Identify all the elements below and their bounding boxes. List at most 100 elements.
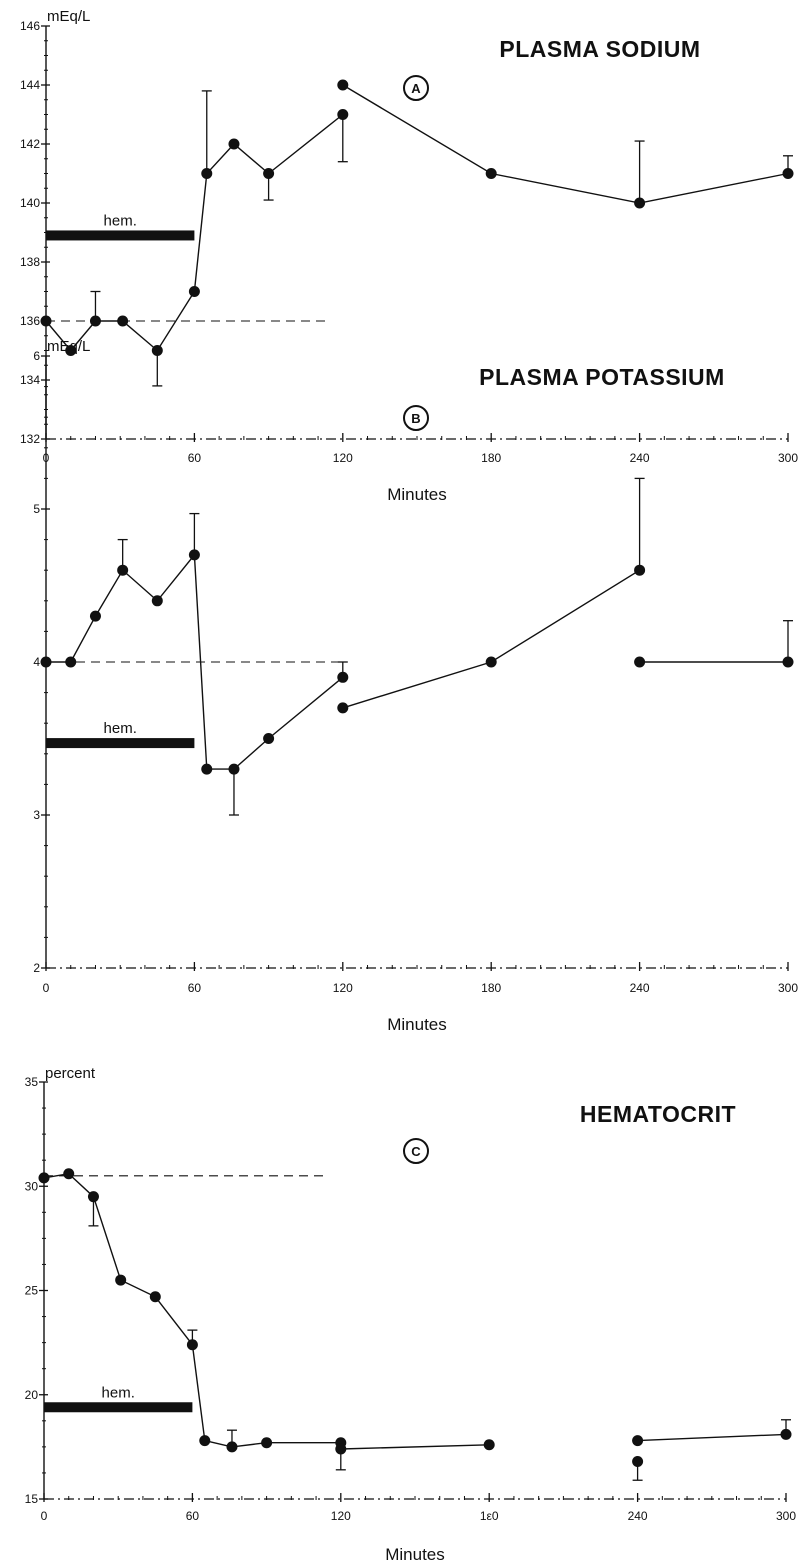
series-line-1 [46, 553, 344, 770]
data-point [117, 315, 129, 327]
data-point [186, 1339, 198, 1351]
x-tick-label: 240 [628, 1509, 648, 1523]
y-tick-label: 146 [20, 19, 40, 33]
data-point [782, 656, 794, 668]
data-point [115, 1274, 127, 1286]
data-point [89, 610, 101, 622]
x-tick-label: 60 [188, 451, 202, 465]
panel-marker-label: C [411, 1144, 421, 1159]
y-unit-label: mEq/L [47, 8, 90, 25]
x-tick-label: 60 [186, 1509, 200, 1523]
x-tick-label: 120 [333, 451, 353, 465]
data-point [485, 168, 497, 179]
data-point [40, 656, 52, 668]
series-line-3 [637, 1433, 787, 1442]
chart-panel-a: 132134136138140142144146060120180240300m… [20, 8, 798, 504]
x-tick-label: 120 [331, 1509, 351, 1523]
y-tick-label: 15 [25, 1492, 39, 1506]
panel-marker-label: A [411, 81, 421, 96]
y-tick-label: 142 [20, 137, 40, 151]
y-tick-label: 136 [20, 314, 40, 328]
x-tick-label: 1ε0 [480, 1509, 499, 1523]
x-tick-label: 300 [778, 451, 798, 465]
data-point [201, 168, 213, 179]
data-point [199, 1435, 211, 1447]
data-point [188, 549, 200, 561]
y-tick-label: 144 [20, 78, 40, 92]
y-tick-label: 4 [33, 655, 40, 669]
data-point [65, 345, 77, 356]
y-tick-label: 30 [25, 1179, 39, 1193]
data-point [632, 1455, 644, 1467]
data-point [228, 763, 240, 775]
data-point [263, 168, 275, 179]
x-tick-label: 120 [333, 981, 353, 995]
y-tick-label: 3 [33, 808, 40, 822]
data-point [117, 564, 129, 576]
data-point [335, 1443, 347, 1455]
data-point [87, 1191, 99, 1203]
series-line-1 [45, 113, 344, 352]
panel-marker-circle [403, 75, 429, 101]
data-point [188, 286, 200, 297]
x-tick-label: 180 [481, 981, 501, 995]
x-tick-label: 60 [188, 981, 202, 995]
data-point [634, 656, 646, 668]
data-point [337, 671, 349, 683]
panel-marker-label: B [411, 411, 420, 426]
y-tick-label: 132 [20, 432, 40, 446]
x-tick-label: 0 [43, 981, 50, 995]
y-tick-label: 20 [25, 1388, 39, 1402]
hem-label: hem. [102, 1384, 135, 1401]
data-point [151, 595, 163, 607]
y-tick-label: 134 [20, 373, 40, 387]
panel-marker-circle [403, 405, 429, 431]
x-tick-label: 240 [630, 981, 650, 995]
data-point [89, 315, 101, 327]
hem-bar [46, 738, 195, 749]
data-point [151, 345, 163, 356]
data-point [632, 1435, 644, 1447]
chart-title: PLASMA SODIUM [499, 36, 700, 62]
series-line-2 [340, 1444, 490, 1450]
x-axis-label: Minutes [387, 1015, 447, 1034]
data-point [337, 79, 349, 91]
data-point [149, 1291, 161, 1303]
x-tick-label: 180 [481, 451, 501, 465]
data-point [634, 564, 646, 576]
data-point [634, 197, 646, 209]
chart-panel-c: 15 20 25 30 35 0 60 120 1ε0 240 300 percent HEMATOCR… [25, 1065, 797, 1564]
data-point [40, 315, 52, 327]
hem-label: hem. [104, 212, 137, 229]
x-axis-label: Minutes [387, 485, 447, 504]
data-point [261, 1437, 273, 1449]
series-line-2 [342, 84, 789, 204]
hem-bar [46, 230, 195, 241]
y-tick-label: 25 [25, 1284, 39, 1298]
x-axis-label: Minutes [385, 1545, 445, 1564]
chart-title: HEMATOCRIT [580, 1101, 736, 1127]
data-point [782, 168, 794, 179]
data-point [65, 656, 77, 668]
panel-marker-circle [403, 1138, 429, 1164]
x-tick-label: 300 [778, 981, 798, 995]
y-tick-label: 5 [33, 502, 40, 516]
hem-bar [44, 1402, 193, 1413]
data-point [337, 109, 349, 120]
y-unit-label: mEq/L [47, 338, 90, 355]
data-point [228, 138, 240, 150]
data-point [226, 1441, 238, 1453]
hem-label: hem. [104, 720, 137, 737]
data-point [337, 702, 349, 714]
data-point [780, 1428, 792, 1440]
y-tick-label: 138 [20, 255, 40, 269]
x-tick-label: 300 [776, 1509, 796, 1523]
series-line-1 [43, 1172, 341, 1448]
y-unit-label: percent [45, 1065, 96, 1082]
data-point [63, 1168, 75, 1180]
y-tick-label: 35 [25, 1075, 39, 1089]
y-tick-label: 6 [33, 349, 40, 363]
x-tick-label: 240 [630, 451, 650, 465]
